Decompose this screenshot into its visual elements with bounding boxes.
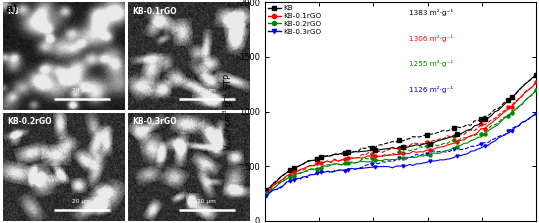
Y-axis label: V$_{ads}$ / cm$^3$ g$^{-1}$ STP: V$_{ads}$ / cm$^3$ g$^{-1}$ STP	[222, 72, 236, 151]
Text: 1255 m²·g⁻¹: 1255 m²·g⁻¹	[409, 60, 453, 67]
Text: 1383 m²·g⁻¹: 1383 m²·g⁻¹	[409, 9, 453, 16]
Text: KB-0.3rGO: KB-0.3rGO	[133, 118, 177, 126]
Text: 1306 m²·g⁻¹: 1306 m²·g⁻¹	[409, 35, 453, 41]
Text: 1126 m²·g⁻¹: 1126 m²·g⁻¹	[409, 86, 453, 93]
Text: KB: KB	[8, 6, 19, 16]
Text: KB-0.2rGO: KB-0.2rGO	[8, 118, 52, 126]
Legend: KB, KB-0.1rGO, KB-0.2rGO, KB-0.3rGO: KB, KB-0.1rGO, KB-0.2rGO, KB-0.3rGO	[267, 4, 322, 35]
Text: 20 μm: 20 μm	[197, 88, 216, 93]
Text: 20 μm: 20 μm	[197, 198, 216, 204]
Text: 20 μm: 20 μm	[72, 198, 91, 204]
Text: a): a)	[5, 4, 18, 14]
Text: 20 μm: 20 μm	[72, 88, 91, 93]
Text: KB-0.1rGO: KB-0.1rGO	[133, 6, 177, 16]
